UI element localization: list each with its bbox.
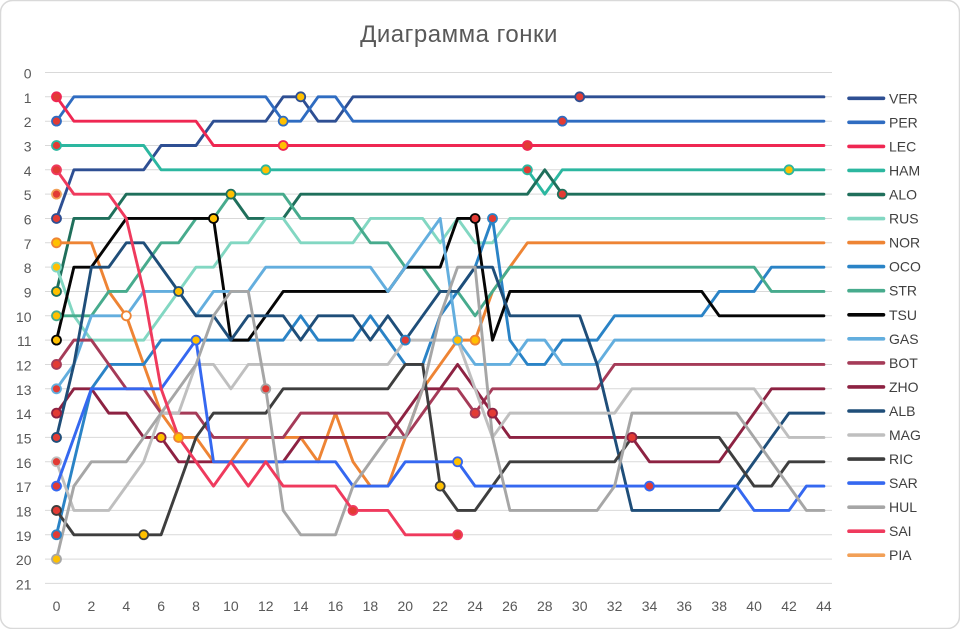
- svg-text:28: 28: [537, 598, 553, 614]
- svg-text:2: 2: [24, 114, 32, 130]
- svg-text:6: 6: [157, 598, 165, 614]
- svg-text:HUL: HUL: [889, 499, 917, 515]
- svg-text:RUS: RUS: [889, 211, 919, 227]
- svg-text:0: 0: [53, 598, 61, 614]
- svg-text:1: 1: [24, 90, 32, 106]
- svg-text:STR: STR: [889, 283, 917, 299]
- svg-text:16: 16: [328, 598, 344, 614]
- svg-text:SAI: SAI: [889, 523, 912, 539]
- svg-text:MAG: MAG: [889, 427, 921, 443]
- svg-text:4: 4: [122, 598, 130, 614]
- svg-text:10: 10: [223, 598, 239, 614]
- svg-text:34: 34: [642, 598, 658, 614]
- svg-text:14: 14: [16, 406, 32, 422]
- svg-text:26: 26: [502, 598, 518, 614]
- svg-text:19: 19: [16, 528, 32, 544]
- svg-text:20: 20: [16, 552, 32, 568]
- svg-text:OCO: OCO: [889, 259, 921, 275]
- svg-text:40: 40: [746, 598, 762, 614]
- svg-text:38: 38: [711, 598, 727, 614]
- svg-text:8: 8: [192, 598, 200, 614]
- svg-text:ALB: ALB: [889, 403, 915, 419]
- svg-text:7: 7: [24, 236, 32, 252]
- svg-text:PIA: PIA: [889, 547, 912, 563]
- svg-text:8: 8: [24, 260, 32, 276]
- svg-text:RIC: RIC: [889, 451, 913, 467]
- svg-text:18: 18: [363, 598, 379, 614]
- svg-text:42: 42: [781, 598, 797, 614]
- svg-text:24: 24: [467, 598, 483, 614]
- svg-text:0: 0: [24, 66, 32, 82]
- svg-text:VER: VER: [889, 90, 918, 106]
- svg-text:32: 32: [607, 598, 623, 614]
- svg-text:NOR: NOR: [889, 235, 920, 251]
- svg-text:12: 12: [16, 358, 32, 374]
- svg-text:11: 11: [17, 333, 32, 349]
- svg-text:6: 6: [24, 212, 32, 228]
- svg-text:3: 3: [24, 139, 32, 155]
- svg-text:GAS: GAS: [889, 331, 919, 347]
- svg-text:4: 4: [24, 163, 32, 179]
- svg-text:Диаграмма гонки: Диаграмма гонки: [360, 21, 558, 48]
- svg-text:22: 22: [432, 598, 448, 614]
- svg-text:SAR: SAR: [889, 475, 918, 491]
- svg-text:2: 2: [88, 598, 96, 614]
- svg-text:21: 21: [16, 576, 32, 592]
- svg-text:17: 17: [16, 479, 32, 495]
- svg-text:44: 44: [816, 598, 832, 614]
- svg-text:16: 16: [16, 455, 32, 471]
- svg-text:36: 36: [677, 598, 693, 614]
- svg-text:TSU: TSU: [889, 307, 917, 323]
- svg-text:10: 10: [16, 309, 32, 325]
- svg-text:20: 20: [398, 598, 414, 614]
- svg-text:ALO: ALO: [889, 187, 917, 203]
- svg-text:PER: PER: [889, 114, 918, 130]
- svg-text:ZHO: ZHO: [889, 379, 919, 395]
- svg-text:13: 13: [16, 382, 32, 398]
- svg-text:30: 30: [572, 598, 588, 614]
- svg-text:HAM: HAM: [889, 162, 920, 178]
- svg-text:14: 14: [293, 598, 309, 614]
- svg-text:18: 18: [16, 503, 32, 519]
- svg-text:15: 15: [16, 430, 32, 446]
- svg-text:5: 5: [24, 187, 32, 203]
- svg-text:LEC: LEC: [889, 138, 916, 154]
- svg-text:12: 12: [258, 598, 274, 614]
- svg-text:9: 9: [24, 285, 32, 301]
- svg-text:BOT: BOT: [889, 355, 918, 371]
